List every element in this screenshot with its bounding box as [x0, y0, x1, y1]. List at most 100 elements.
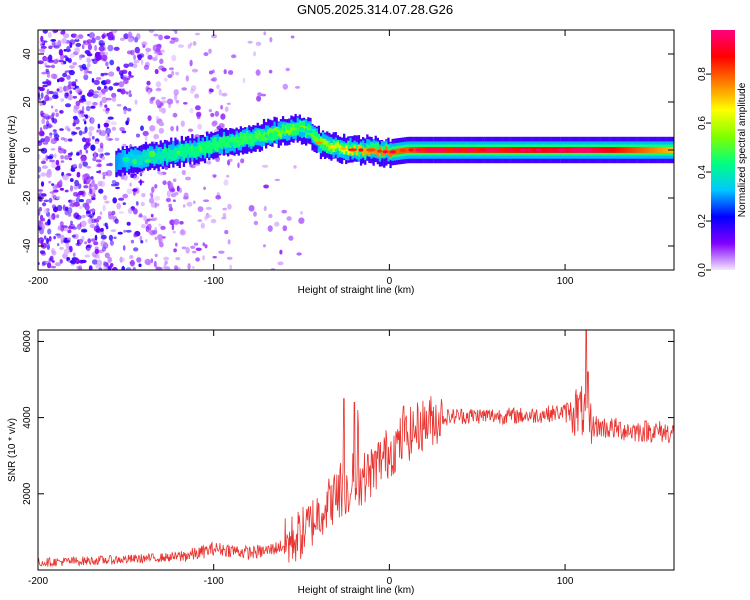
spectrogram-noise-cell [226, 256, 233, 260]
spectrogram-noise-cell [196, 111, 202, 118]
spectrogram-noise-cell [67, 229, 72, 234]
spectrogram-noise-cell [48, 197, 53, 204]
spectrogram-noise-cell [150, 258, 154, 264]
spectrogram-noise-cell [129, 182, 132, 187]
spectrogram-noise-cell [192, 41, 197, 46]
spectrogram-y-ticks: -40 -20 0 20 40 [22, 48, 674, 253]
spectrogram-noise-cell [89, 188, 93, 195]
spectrogram-noise-cell [126, 188, 133, 195]
spectrogram-noise-cell [110, 121, 117, 126]
spectrogram-noise-cell [226, 102, 231, 106]
spectrogram-ridge-cell [290, 127, 293, 133]
spectrogram-ridge-cell [465, 147, 468, 153]
spectrogram-noise-cell [113, 46, 120, 51]
spectrogram-noise-cell [105, 79, 111, 85]
spectrogram-noise-cell [193, 242, 199, 246]
spectrogram-ridge-cell [296, 124, 299, 136]
spectrogram-noise-cell [98, 267, 103, 270]
spectrogram-noise-cell [62, 253, 68, 259]
spectrogram-noise-cell [59, 259, 63, 264]
spectrogram-noise-cell [149, 100, 154, 104]
spectrogram-noise-cell [64, 189, 69, 193]
spectrogram-noise-cell [79, 110, 85, 115]
spectrogram-noise-cell [105, 108, 110, 115]
spectrogram-ridge-cell [646, 147, 649, 153]
spectrogram-noise-cell [97, 259, 103, 266]
spectrogram-ridge-cell [313, 135, 316, 142]
spectrogram-noise-cell [70, 220, 73, 225]
spectrogram-peak-cell [519, 148, 527, 152]
spectrogram-blob-cell [304, 128, 308, 133]
spectrogram-noise-cell [145, 238, 148, 243]
spectrogram-noise-cell [83, 185, 89, 189]
spectrogram-noise-cell [114, 82, 120, 85]
spectrogram-noise-cell [49, 132, 53, 139]
spectrogram-noise-cell [88, 265, 93, 270]
spectrogram-ridge-cell [448, 147, 451, 153]
spectrogram-peak-cell [556, 148, 567, 152]
spectrogram-noise-cell [114, 218, 119, 224]
snr-panel: -200 -100 0 100 2000 4000 6000 Height of stra… [7, 329, 675, 596]
spectrogram-noise-cell [83, 70, 88, 76]
spectrogram-noise-cell [38, 140, 42, 143]
spectrogram-noise-cell [155, 203, 160, 207]
spectrogram-noise-cell [108, 86, 114, 91]
spectrogram-noise-cell [95, 77, 102, 80]
spectrogram-noise-cell [286, 216, 292, 221]
spectrogram-noise-cell [69, 39, 76, 45]
spectrogram-noise-cell [173, 89, 179, 96]
spectrogram-noise-cell [144, 135, 148, 141]
spectrogram-ridge-cell [239, 134, 242, 140]
spectrogram-noise-cell [56, 195, 61, 200]
spectrogram-ridge-cell [543, 147, 546, 153]
spectrogram-noise-cell [99, 153, 103, 159]
spectrogram-noise-cell [43, 208, 49, 214]
spectrogram-noise-cell [48, 45, 53, 50]
spectrogram-noise-cell [158, 172, 164, 176]
spectrogram-blob-cell [247, 138, 251, 145]
spectrogram-noise-cell [192, 250, 197, 254]
y-tick-label: 2000 [22, 482, 33, 505]
spectrogram-ridge-cell [208, 140, 211, 147]
spectrogram-ridge-cell [385, 146, 388, 153]
spectrogram-noise-cell [87, 218, 93, 225]
spectrogram-ridge-cell [568, 147, 571, 153]
spectrogram-noise-cell [76, 151, 80, 156]
spectrogram-ridge-cell [184, 143, 188, 155]
spectrogram-ridge-cell [610, 147, 614, 153]
spectrogram-peak-cell [466, 148, 475, 152]
spectrogram-noise-cell [50, 39, 57, 42]
spectrogram-noise-cell [74, 47, 80, 54]
spectrogram-noise-cell [152, 229, 158, 235]
spectrogram-ridge-cell [598, 147, 601, 153]
spectrogram-noise-cell [98, 46, 105, 52]
spectrogram-noise-cell [172, 230, 176, 234]
spectrogram-noise-cell [133, 54, 137, 60]
spectrogram-noise-cell [158, 65, 165, 71]
spectrogram-noise-cell [60, 155, 64, 160]
y-tick-label: 0 [22, 147, 33, 153]
spectrogram-noise-cell [100, 240, 106, 247]
spectrogram-ridge-cell [661, 147, 664, 153]
spectrogram-noise-cell [88, 130, 93, 137]
spectrogram-noise-cell [45, 171, 52, 178]
spectrogram-ridge-cell [351, 149, 354, 156]
spectrogram-noise-cell [50, 148, 56, 151]
spectrogram-noise-cell [126, 77, 131, 80]
spectrogram-ridge-cell [256, 133, 259, 139]
spectrogram-noise-cell [94, 248, 100, 255]
spectrogram-noise-cell [122, 245, 126, 251]
spectrogram-noise-cell [41, 118, 46, 125]
spectrogram-noise-cell [181, 228, 184, 235]
spectrogram-noise-cell [108, 71, 115, 77]
spectrogram-noise-cell [160, 225, 166, 230]
spectrogram-noise-cell [65, 57, 69, 62]
spectrogram-ridge-cell [222, 139, 226, 145]
spectrogram-noise-cell [161, 107, 166, 114]
spectrogram-noise-cell [96, 253, 101, 260]
spectrogram-ridge-cell [600, 147, 603, 153]
spectrogram-noise-cell [195, 105, 201, 111]
spectrogram-noise-cell [94, 44, 97, 52]
spectrogram-noise-cell [39, 101, 43, 106]
spectrogram-noise-cell [158, 238, 162, 245]
